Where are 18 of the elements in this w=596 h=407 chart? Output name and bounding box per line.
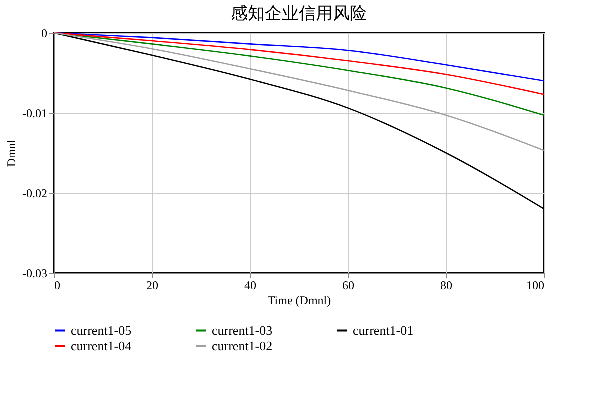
legend-label: current1-02 xyxy=(212,338,273,354)
x-tick-label: 40 xyxy=(244,278,256,292)
x-axis-title: Time (Dmnl) xyxy=(268,294,332,308)
x-tick-label: 0 xyxy=(54,278,60,292)
legend-label: current1-03 xyxy=(212,322,273,338)
legend-label: current1-01 xyxy=(353,322,414,338)
y-axis-title: Dmnl xyxy=(4,139,19,168)
x-tick-label: 20 xyxy=(146,278,158,292)
y-tick-label: -0.03 xyxy=(22,266,48,280)
legend-label: current1-04 xyxy=(71,338,132,354)
y-tick-label: 0 xyxy=(42,26,48,40)
chart-title: 感知企业信用风险 xyxy=(231,4,367,23)
y-tick-label: -0.02 xyxy=(22,186,48,200)
legend-label: current1-05 xyxy=(71,322,132,338)
x-tick-label: 60 xyxy=(342,278,354,292)
y-tick-label: -0.01 xyxy=(22,106,48,120)
x-tick-label: 100 xyxy=(526,278,544,292)
x-tick-label: 80 xyxy=(440,278,452,292)
